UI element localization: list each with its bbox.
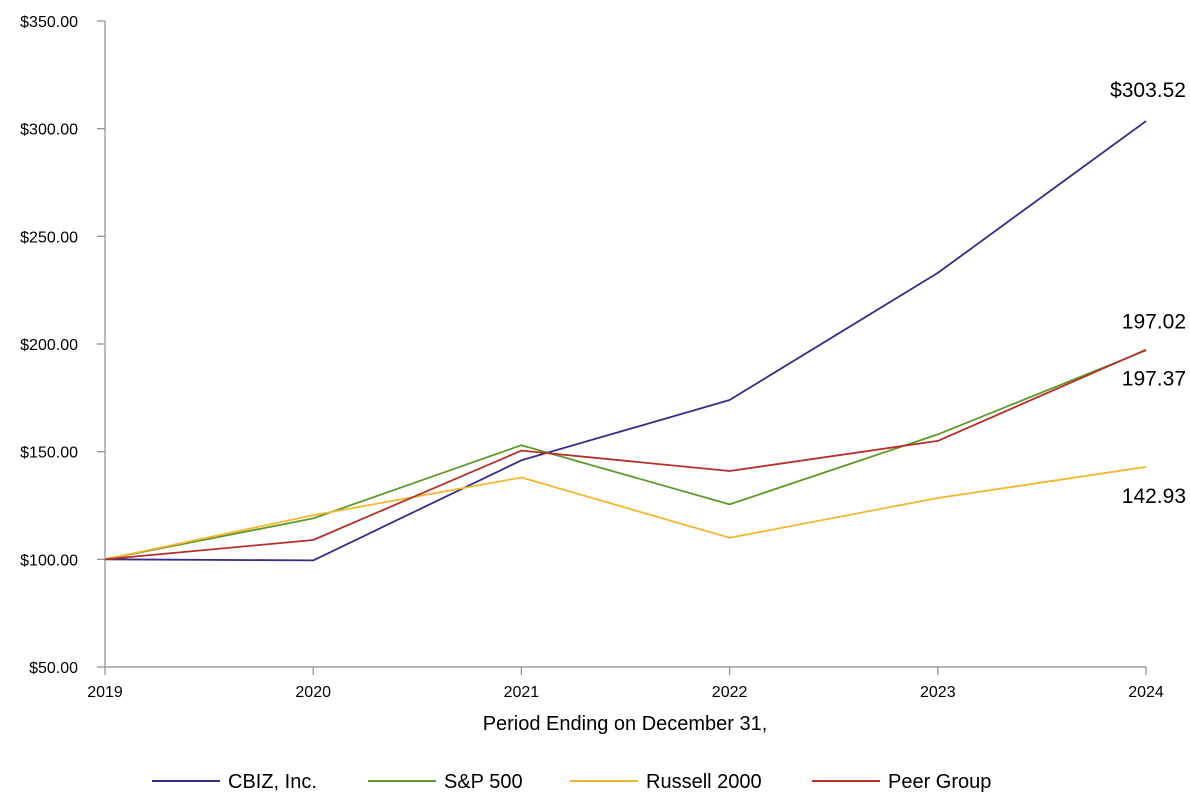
legend-label: Peer Group <box>888 771 991 793</box>
legend-label: CBIZ, Inc. <box>228 771 317 793</box>
y-tick-label: $300.00 <box>20 122 78 139</box>
series-line-s-p-500 <box>104 349 1147 561</box>
x-tick-label: 2022 <box>712 684 748 701</box>
series-line-russell-2000 <box>104 466 1147 561</box>
end-label: 142.93 <box>1122 485 1186 508</box>
x-tick-label: 2023 <box>920 684 956 701</box>
y-tick-label: $200.00 <box>20 337 78 354</box>
x-tick-label: 2019 <box>87 684 123 701</box>
y-tick-label: $150.00 <box>20 445 78 462</box>
axes: $50.00 $100.00 $150.00 $200.00 $250.00 $300.0… <box>20 14 1164 701</box>
end-label: 197.37 <box>1122 368 1186 391</box>
x-axis-title: Period Ending on December 31, <box>483 713 768 735</box>
y-tick-label: $100.00 <box>20 552 78 569</box>
legend-label: Russell 2000 <box>646 771 762 793</box>
series-line-peer-group <box>104 348 1147 561</box>
x-tick-label: 2021 <box>504 684 540 701</box>
y-tick-label: $350.00 <box>20 14 78 31</box>
y-tick-label: $250.00 <box>20 229 78 246</box>
x-tick-label: 2024 <box>1128 684 1164 701</box>
legend-label: S&P 500 <box>444 771 523 793</box>
series-line-cbiz-inc <box>104 120 1147 562</box>
series-lines <box>104 120 1147 562</box>
end-label: 197.02 <box>1122 310 1186 333</box>
y-tick-label: $50.00 <box>29 660 78 677</box>
x-tick-label: 2020 <box>295 684 331 701</box>
end-label: $303.52 <box>1110 79 1186 102</box>
end-labels: $303.52 197.02 197.37 142.93 <box>1110 79 1186 508</box>
legend: CBIZ, Inc. S&P 500 Russell 2000 Peer Group <box>152 771 991 793</box>
